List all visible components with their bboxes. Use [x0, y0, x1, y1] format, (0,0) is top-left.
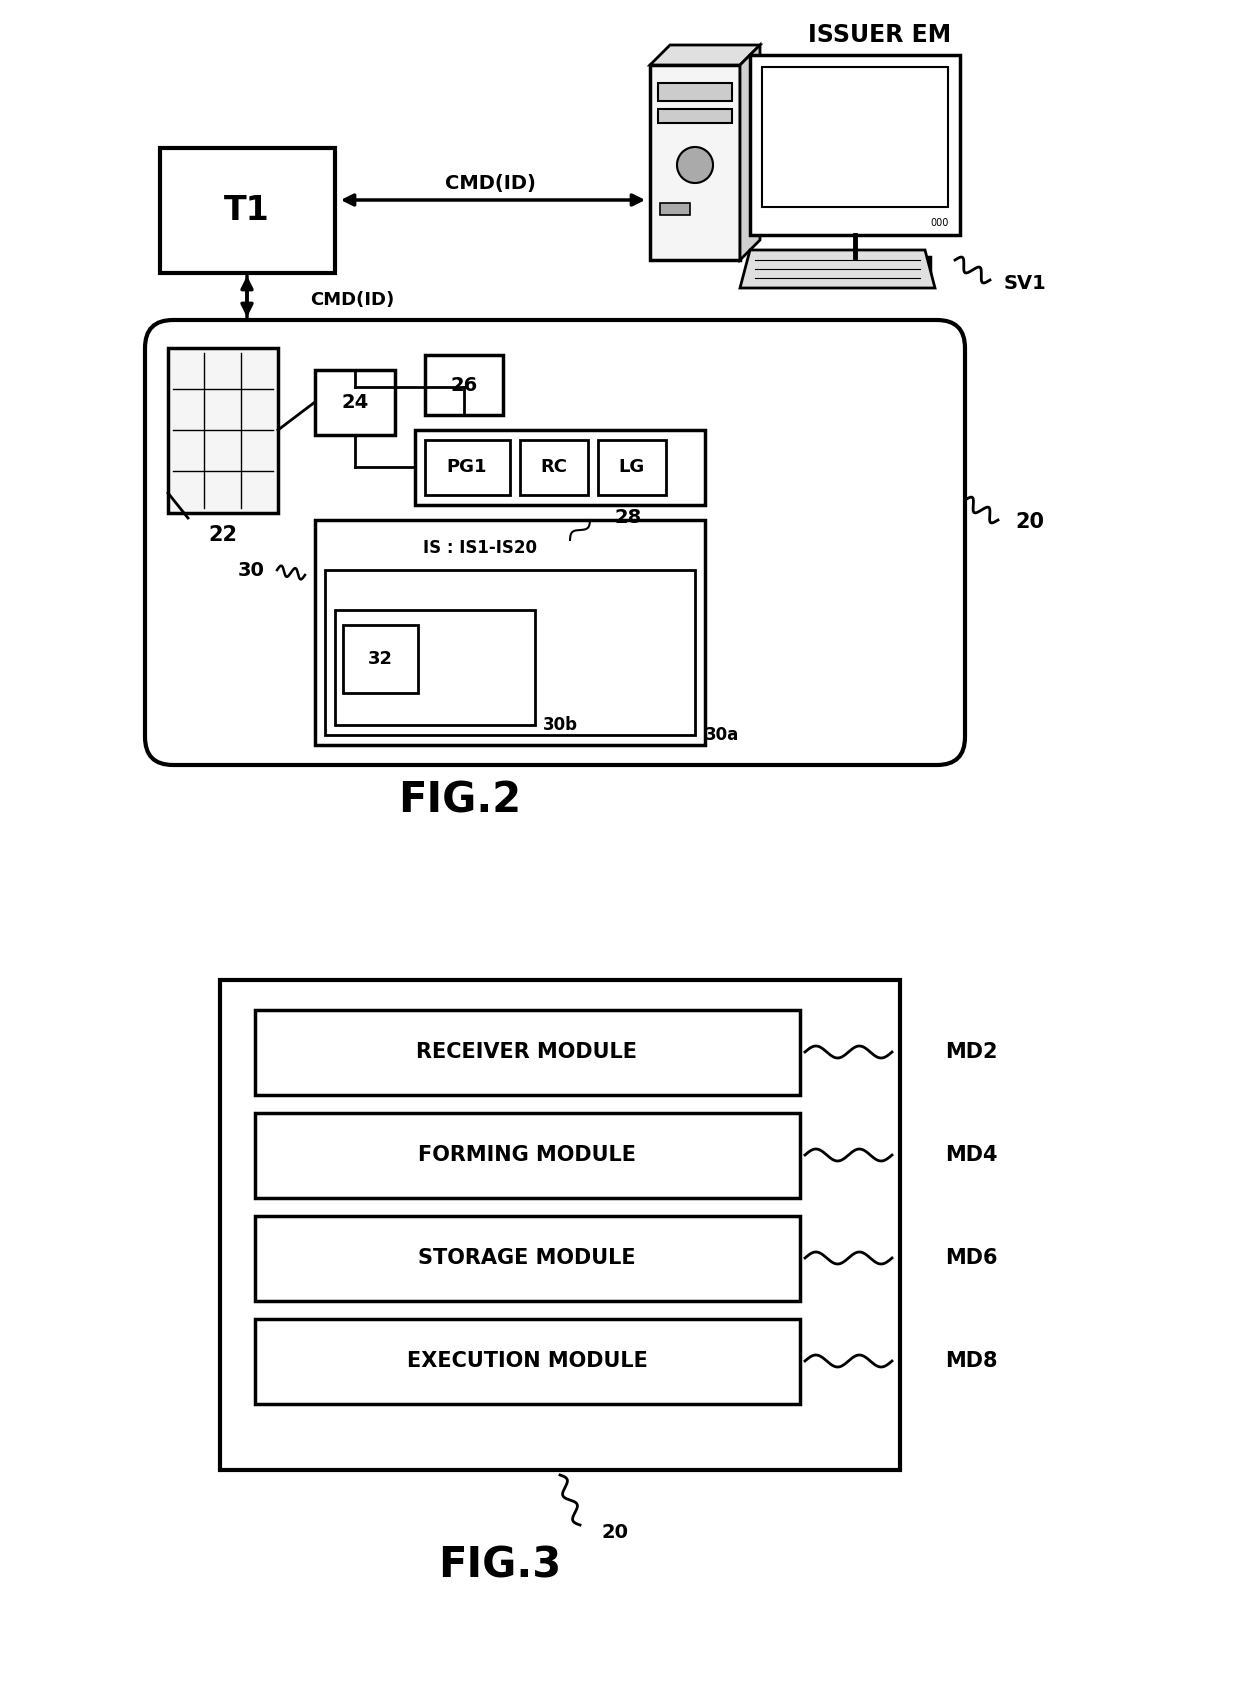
FancyBboxPatch shape — [145, 320, 965, 765]
Bar — [780, 258, 930, 276]
Polygon shape — [650, 45, 760, 66]
Text: ISSUER EM: ISSUER EM — [808, 24, 951, 47]
Bar — [763, 67, 949, 207]
Text: MD2: MD2 — [945, 1041, 997, 1062]
Bar — [325, 570, 694, 735]
Bar — [660, 202, 689, 216]
Bar — [160, 148, 335, 273]
Bar — [335, 610, 534, 725]
Bar — [167, 349, 278, 512]
Text: MD6: MD6 — [945, 1249, 997, 1269]
Polygon shape — [740, 249, 935, 288]
Text: 30b: 30b — [543, 716, 578, 735]
Text: PG1: PG1 — [446, 458, 487, 475]
Bar — [658, 83, 732, 101]
Text: 22: 22 — [208, 526, 238, 544]
Text: IS : IS1-IS20: IS : IS1-IS20 — [423, 539, 537, 558]
Bar — [425, 356, 503, 415]
Text: 20: 20 — [1016, 512, 1044, 532]
Text: 30a: 30a — [706, 726, 739, 745]
Circle shape — [677, 147, 713, 184]
Bar — [750, 56, 960, 234]
Text: STORAGE MODULE: STORAGE MODULE — [418, 1249, 636, 1269]
Text: MD4: MD4 — [945, 1146, 997, 1164]
Text: MD8: MD8 — [945, 1351, 997, 1372]
Text: CMD(ID): CMD(ID) — [310, 292, 394, 308]
Bar — [598, 440, 666, 495]
Bar — [415, 430, 706, 506]
Bar — [255, 1217, 800, 1301]
Polygon shape — [740, 45, 760, 259]
Text: EXECUTION MODULE: EXECUTION MODULE — [407, 1351, 647, 1372]
Bar — [255, 1114, 800, 1198]
Text: 28: 28 — [615, 507, 642, 526]
Bar — [315, 371, 396, 435]
Text: 30: 30 — [238, 561, 265, 580]
Bar — [343, 625, 418, 693]
Text: FIG.3: FIG.3 — [439, 1543, 562, 1586]
Text: FORMING MODULE: FORMING MODULE — [418, 1146, 636, 1164]
Text: 20: 20 — [601, 1523, 629, 1542]
Bar — [650, 66, 740, 259]
Text: LG: LG — [619, 458, 645, 475]
Text: 26: 26 — [450, 376, 477, 394]
Text: RC: RC — [541, 458, 568, 475]
Text: 000: 000 — [931, 217, 949, 227]
Text: CMD(ID): CMD(ID) — [445, 174, 536, 192]
Bar — [315, 521, 706, 745]
Text: RECEIVER MODULE: RECEIVER MODULE — [417, 1041, 637, 1062]
Text: SV1: SV1 — [1003, 273, 1047, 293]
Text: 32: 32 — [367, 650, 393, 667]
Bar — [425, 440, 510, 495]
Bar — [520, 440, 588, 495]
Bar — [255, 1319, 800, 1404]
Bar — [255, 1009, 800, 1095]
Bar — [658, 110, 732, 123]
Text: T1: T1 — [224, 194, 270, 226]
Text: FIG.2: FIG.2 — [398, 778, 522, 821]
Bar — [219, 981, 900, 1469]
Text: 24: 24 — [341, 393, 368, 411]
